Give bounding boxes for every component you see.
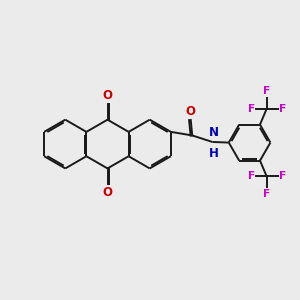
Text: O: O: [186, 105, 196, 118]
Text: O: O: [103, 186, 112, 199]
Text: F: F: [263, 86, 270, 96]
Text: N: N: [208, 126, 219, 139]
Text: F: F: [279, 171, 286, 181]
Text: F: F: [248, 171, 255, 181]
Text: H: H: [209, 147, 219, 160]
Text: F: F: [263, 189, 270, 199]
Text: F: F: [279, 104, 286, 114]
Text: O: O: [103, 89, 112, 102]
Text: F: F: [248, 104, 255, 114]
